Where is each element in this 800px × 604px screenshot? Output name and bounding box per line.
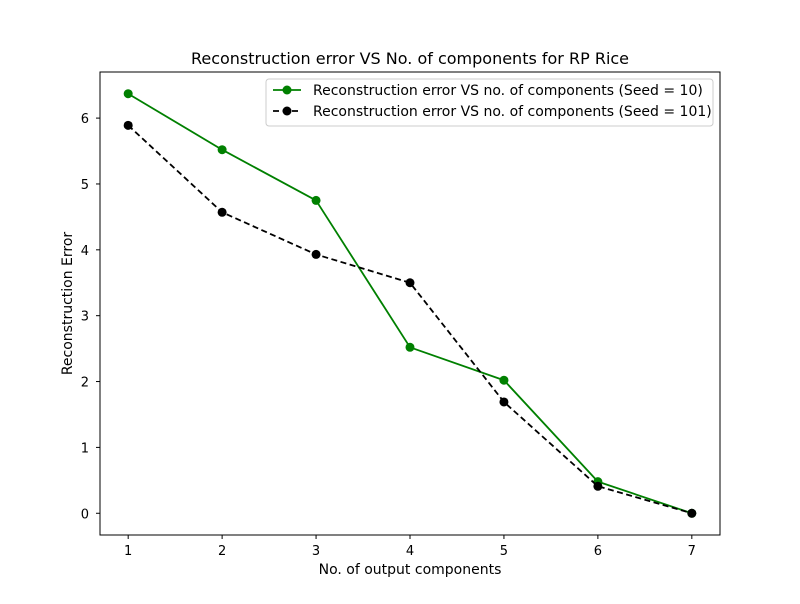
axis-ticks: 1 2 3 4 5 6 7 0 1 2 3 4 5 6 (81, 112, 696, 559)
plot-area-frame (99, 71, 721, 536)
legend-frame (265, 78, 714, 127)
y-tick-label: 2 (81, 376, 89, 391)
data-point-series-0 (123, 89, 133, 99)
legend-marker-seed-101 (282, 106, 292, 116)
x-tick-label: 4 (406, 544, 414, 559)
y-tick-label: 4 (81, 244, 89, 259)
y-tick-label: 0 (81, 507, 89, 522)
x-tick-label: 2 (218, 544, 226, 559)
y-tick-label: 3 (81, 310, 89, 325)
data-point-series-1 (123, 120, 133, 130)
data-point-series-1 (217, 207, 227, 217)
y-tick-label: 1 (81, 441, 89, 456)
x-tick-label: 7 (688, 544, 696, 559)
data-point-series-1 (499, 397, 509, 407)
x-tick-label: 3 (312, 544, 320, 559)
legend-label-seed-10: Reconstruction error VS no. of component… (313, 83, 703, 99)
data-point-series-0 (405, 342, 415, 352)
data-point-series-1 (311, 249, 321, 259)
data-point-series-0 (311, 195, 321, 205)
data-point-series-0 (499, 375, 509, 385)
chart-title: Reconstruction error VS No. of component… (191, 49, 629, 68)
y-tick-label: 6 (81, 112, 89, 127)
x-tick-label: 5 (500, 544, 508, 559)
x-axis-label: No. of output components (319, 562, 502, 578)
x-tick-label: 6 (594, 544, 602, 559)
x-tick-label: 1 (124, 544, 132, 559)
legend: Reconstruction error VS no. of component… (265, 78, 714, 127)
data-point-series-1 (405, 278, 415, 288)
data-point-series-1 (593, 481, 603, 491)
data-point-series-0 (217, 145, 227, 155)
legend-marker-seed-10 (282, 85, 292, 95)
series-layer (123, 89, 697, 518)
y-tick-label: 5 (81, 178, 89, 193)
data-point-series-1 (687, 508, 697, 518)
legend-label-seed-101: Reconstruction error VS no. of component… (313, 104, 712, 120)
y-axis-label: Reconstruction Error (60, 232, 76, 376)
